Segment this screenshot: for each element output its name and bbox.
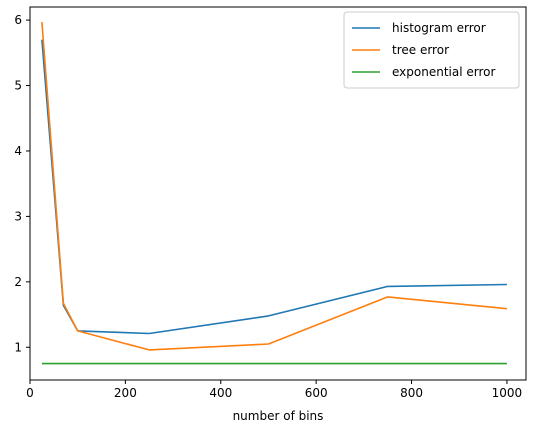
x-tick-label: 400 [209,386,232,400]
y-tick-label: 1 [14,340,22,354]
x-tick-label: 200 [114,386,137,400]
plot-frame [29,6,527,381]
y-axis-ticks: 1 2 3 4 5 6 [14,13,30,354]
y-tick-label: 6 [14,13,22,27]
series-layer [41,22,507,365]
series-line-histogram-error [41,39,507,335]
x-tick-label: 600 [305,386,328,400]
legend-box [343,11,520,89]
x-axis-ticks: 0 200 400 600 800 1000 [26,380,522,400]
y-tick-label: 5 [14,79,22,93]
legend-label-exponential-error: exponential error [392,65,495,79]
x-tick-label: 0 [26,386,34,400]
legend-label-tree-error: tree error [392,43,449,57]
x-axis-label: number of bins [233,409,324,423]
legend: histogram error tree error exponential err… [343,11,520,89]
y-tick-label: 2 [14,275,22,289]
y-tick-label: 4 [14,144,22,158]
y-tick-label: 3 [14,209,22,223]
x-tick-label: 800 [400,386,423,400]
legend-label-histogram-error: histogram error [392,21,486,35]
x-tick-label: 1000 [492,386,523,400]
series-line-tree-error [41,22,507,351]
